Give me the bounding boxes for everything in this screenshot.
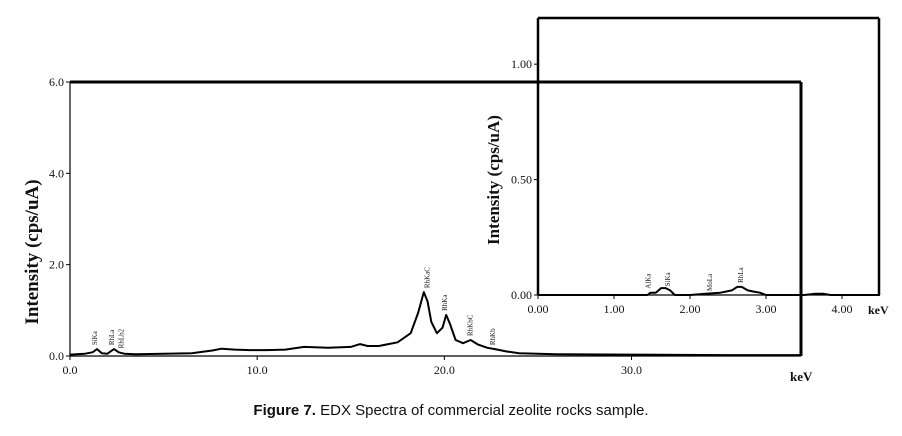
x-axis-label: keV bbox=[868, 303, 889, 317]
spectrum-line bbox=[538, 285, 880, 296]
x-tick-label: 10.0 bbox=[247, 363, 268, 377]
caption-text: EDX Spectra of commercial zeolite rocks … bbox=[320, 402, 649, 419]
x-tick-label: 3.00 bbox=[756, 302, 777, 316]
x-tick-label: 1.00 bbox=[604, 302, 625, 316]
x-tick-label: 0.0 bbox=[63, 363, 78, 377]
x-tick-label: 20.0 bbox=[434, 363, 455, 377]
main-plot: 0.0 2.0 4.0 6.0 0.0 10.0 20.0 30.0 keV Intensity … bbox=[22, 75, 813, 384]
peak-label: RhLa bbox=[737, 266, 745, 282]
x-axis-label: keV bbox=[790, 369, 813, 384]
peak-label: RhKa bbox=[441, 294, 449, 311]
y-tick-label: 0.00 bbox=[511, 288, 532, 302]
edx-spectra-chart: 0.0 2.0 4.0 6.0 0.0 10.0 20.0 30.0 keV Intensity … bbox=[22, 16, 889, 384]
spectrum-line bbox=[69, 291, 800, 357]
peak-label: MoLa bbox=[706, 273, 714, 291]
figure-caption: Figure 7. EDX Spectra of commercial zeol… bbox=[0, 402, 902, 419]
y-tick-label: 4.0 bbox=[49, 166, 64, 180]
peak-label: SiKa bbox=[664, 271, 672, 286]
caption-label: Figure 7. bbox=[253, 402, 316, 419]
peak-label: RhKaC bbox=[423, 267, 431, 288]
y-tick-label: 0.0 bbox=[49, 349, 64, 363]
x-tick-label: 2.00 bbox=[680, 302, 701, 316]
peak-label: RhLa bbox=[108, 329, 116, 345]
peak-label: SiKa bbox=[91, 330, 99, 345]
y-axis-label: Intensity (cps/uA) bbox=[484, 115, 503, 245]
y-tick-label: 2.0 bbox=[49, 258, 64, 272]
y-tick-label: 6.0 bbox=[49, 75, 64, 89]
peak-label: RhLb2 bbox=[117, 328, 125, 348]
y-axis-label: Intensity (cps/uA) bbox=[22, 179, 43, 324]
peak-label: RhKb bbox=[489, 328, 497, 345]
x-tick-label: 0.00 bbox=[528, 302, 549, 316]
inset-plot: 0.00 0.50 1.00 0.00 1.00 2.00 3.00 4.00 keV Inten… bbox=[484, 16, 889, 317]
peak-label: RhKbC bbox=[466, 314, 474, 336]
y-tick-label: 1.00 bbox=[511, 57, 532, 71]
x-tick-label: 4.00 bbox=[832, 302, 853, 316]
y-tick-label: 0.50 bbox=[511, 173, 532, 187]
peak-label: AlKa bbox=[644, 273, 652, 289]
x-tick-label: 30.0 bbox=[621, 363, 642, 377]
